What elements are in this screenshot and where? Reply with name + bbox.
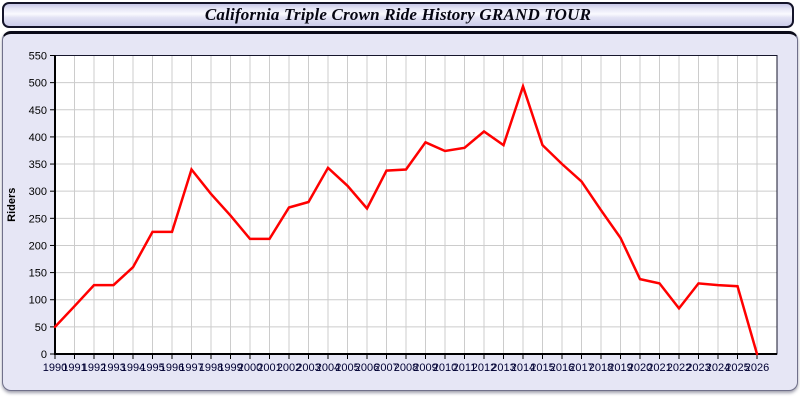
- svg-text:1992: 1992: [82, 362, 106, 374]
- svg-text:1995: 1995: [140, 362, 164, 374]
- plot-area: [55, 55, 777, 354]
- svg-text:500: 500: [29, 78, 47, 90]
- svg-text:100: 100: [29, 295, 47, 307]
- svg-text:200: 200: [29, 240, 47, 252]
- svg-text:50: 50: [35, 322, 47, 334]
- svg-text:2001: 2001: [257, 362, 281, 374]
- chart-panel: 0 50 100 150 200 250 300 350 400 450 500 550 1990 199…: [2, 31, 798, 391]
- svg-text:2025: 2025: [725, 362, 749, 374]
- svg-text:400: 400: [29, 132, 47, 144]
- svg-text:2015: 2015: [530, 362, 554, 374]
- svg-text:1997: 1997: [179, 362, 203, 374]
- svg-text:300: 300: [29, 186, 47, 198]
- svg-text:2012: 2012: [472, 362, 496, 374]
- axes: [54, 55, 777, 355]
- svg-text:2010: 2010: [433, 362, 457, 374]
- svg-text:2023: 2023: [686, 362, 710, 374]
- svg-text:2007: 2007: [374, 362, 398, 374]
- svg-text:2021: 2021: [647, 362, 671, 374]
- y-axis-labels: 0 50 100 150 200 250 300 350 400 450 500 550: [29, 51, 47, 362]
- svg-text:2009: 2009: [413, 362, 437, 374]
- svg-text:2018: 2018: [589, 362, 613, 374]
- svg-text:2006: 2006: [355, 362, 379, 374]
- svg-text:2014: 2014: [511, 362, 535, 374]
- svg-text:2016: 2016: [550, 362, 574, 374]
- svg-text:2017: 2017: [569, 362, 593, 374]
- svg-text:2005: 2005: [335, 362, 359, 374]
- svg-text:1990: 1990: [43, 362, 67, 374]
- svg-text:150: 150: [29, 268, 47, 280]
- svg-text:2003: 2003: [296, 362, 320, 374]
- svg-text:250: 250: [29, 213, 47, 225]
- ride-history-chart: 0501001502002503003504004505005501990199…: [6, 51, 778, 374]
- svg-text:2026: 2026: [745, 362, 769, 374]
- tick-marks: [50, 55, 758, 359]
- y-axis-title: Riders: [6, 188, 18, 222]
- svg-text:1993: 1993: [101, 362, 125, 374]
- svg-text:0: 0: [41, 349, 47, 361]
- svg-text:350: 350: [29, 159, 47, 171]
- svg-text:1998: 1998: [199, 362, 223, 374]
- svg-text:2004: 2004: [316, 362, 340, 374]
- svg-text:2013: 2013: [491, 362, 515, 374]
- svg-text:1991: 1991: [62, 362, 86, 374]
- svg-text:2008: 2008: [394, 362, 418, 374]
- svg-text:2011: 2011: [453, 362, 477, 374]
- svg-text:2000: 2000: [238, 362, 262, 374]
- svg-text:450: 450: [29, 105, 47, 117]
- x-axis-labels: 1990199119921993199419951996199719981999…: [43, 362, 769, 374]
- svg-text:1996: 1996: [160, 362, 184, 374]
- svg-text:2022: 2022: [667, 362, 691, 374]
- svg-text:2024: 2024: [706, 362, 730, 374]
- title-bar: California Triple Crown Ride History GRA…: [2, 2, 794, 28]
- page-title: California Triple Crown Ride History GRA…: [204, 5, 592, 24]
- riders-data-line: [53, 82, 759, 356]
- svg-text:2019: 2019: [608, 362, 632, 374]
- svg-text:1999: 1999: [218, 362, 242, 374]
- svg-text:1994: 1994: [121, 362, 145, 374]
- svg-text:550: 550: [29, 51, 47, 63]
- svg-text:2020: 2020: [628, 362, 652, 374]
- svg-text:2002: 2002: [277, 362, 301, 374]
